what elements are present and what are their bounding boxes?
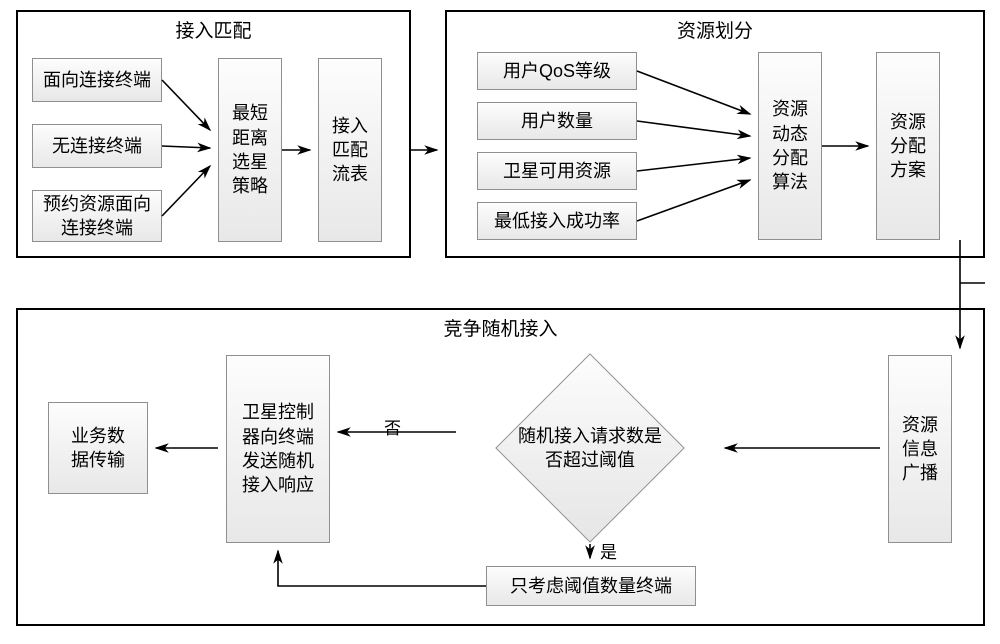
box-label: 只考虑阈值数量终端 [510,574,672,598]
box-conn-terminal: 面向连接终端 [32,58,162,102]
box-reserve-terminal: 预约资源面向连接终端 [32,190,162,242]
box-user-count: 用户数量 [477,102,637,140]
box-alloc-plan: 资源分配方案 [876,52,940,240]
box-label: 资源信息广播 [902,413,938,486]
box-label: 用户数量 [521,109,593,133]
box-label: 卫星可用资源 [503,159,611,183]
box-label: 最短距离选星策略 [232,101,268,198]
box-label: 面向连接终端 [43,68,151,92]
box-alloc-algo: 资源动态分配算法 [758,52,822,240]
box-flow-table: 接入匹配流表 [318,58,382,242]
box-qos-level: 用户QoS等级 [477,52,637,90]
edge-label-no: 否 [384,414,401,439]
box-label: 资源动态分配算法 [772,97,808,194]
box-sat-resource: 卫星可用资源 [477,152,637,190]
panel-title: 接入匹配 [175,12,251,43]
panel-title: 资源划分 [677,12,753,43]
box-threshold-only: 只考虑阈值数量终端 [486,566,696,606]
box-label: 无连接终端 [52,134,142,158]
box-label: 资源分配方案 [890,110,926,183]
box-broadcast: 资源信息广播 [888,355,952,543]
box-label: 最低接入成功率 [494,209,620,233]
box-label: 业务数据传输 [71,424,125,473]
box-label: 预约资源面向连接终端 [43,192,151,241]
box-label: 卫星控制器向终端发送随机接入响应 [242,400,314,497]
edge-label-yes: 是 [600,538,617,563]
box-noconn-terminal: 无连接终端 [32,124,162,168]
box-data-tx: 业务数据传输 [48,402,148,494]
box-label: 用户QoS等级 [503,59,611,83]
box-label: 接入匹配流表 [332,114,368,187]
box-min-success-rate: 最低接入成功率 [477,202,637,240]
box-sat-controller: 卫星控制器向终端发送随机接入响应 [226,355,330,543]
panel-title: 竞争随机接入 [443,310,557,341]
box-shortest-strategy: 最短距离选星策略 [218,58,282,242]
